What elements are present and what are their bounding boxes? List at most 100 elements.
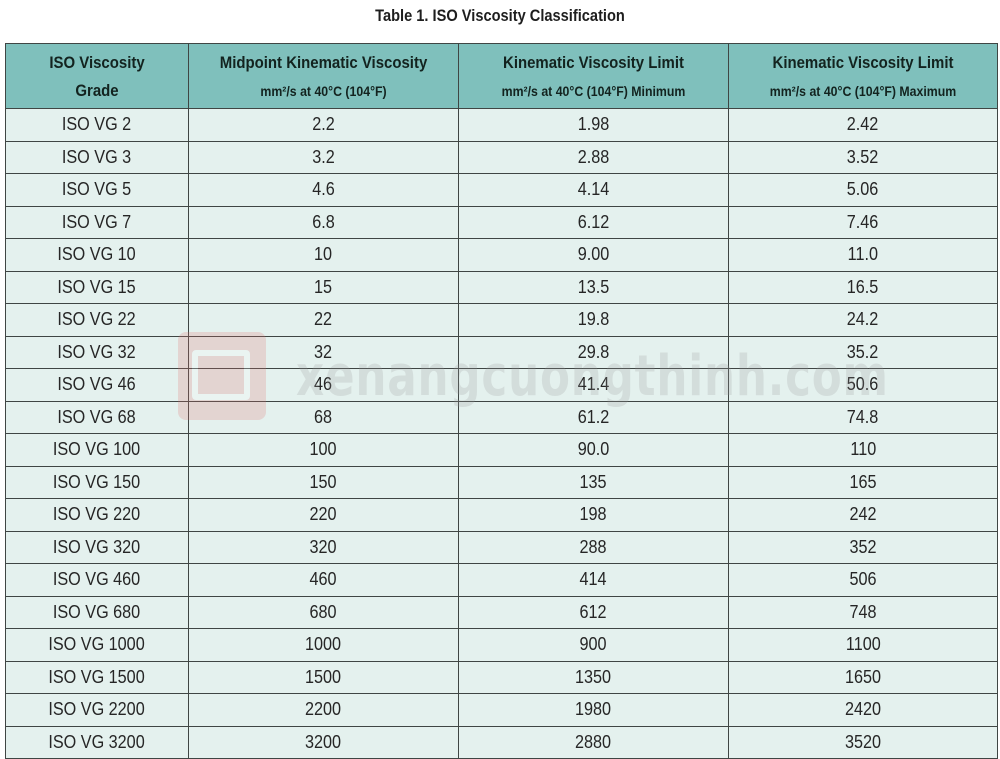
cell-minimum-text: 19.8 bbox=[577, 309, 610, 330]
header-minimum-line2: mm²/s at 40°C (104°F) Minimum bbox=[501, 83, 686, 99]
cell-grade-text: ISO VG 10 bbox=[57, 244, 137, 265]
cell-midpoint-text: 22 bbox=[314, 309, 333, 330]
table-row: ISO VG 32 32 29.8 35.2 bbox=[5, 335, 998, 369]
header-grade-line1: ISO Viscosity bbox=[49, 53, 145, 72]
cell-grade: ISO VG 68 bbox=[5, 400, 189, 434]
table-row: ISO VG 3200 3200 2880 3520 bbox=[5, 725, 998, 759]
cell-minimum: 2880 bbox=[458, 725, 729, 759]
cell-midpoint: 2200 bbox=[188, 693, 459, 727]
header-midpoint: Midpoint Kinematic Viscosity mm²/s at 40… bbox=[188, 43, 459, 109]
table-row: ISO VG 10 10 9.00 11.0 bbox=[5, 238, 998, 272]
cell-grade: ISO VG 100 bbox=[5, 433, 189, 467]
header-grade-line2: Grade bbox=[75, 81, 119, 100]
table-row: ISO VG 2 2.2 1.98 2.42 bbox=[5, 108, 998, 142]
cell-maximum-text: 3.52 bbox=[847, 146, 879, 167]
header-row: ISO Viscosity Grade Midpoint Kinematic V… bbox=[5, 43, 998, 109]
cell-minimum: 1980 bbox=[458, 693, 729, 727]
table-row: ISO VG 150 150 135 165 bbox=[5, 465, 998, 499]
cell-grade: ISO VG 2 bbox=[5, 108, 189, 142]
table-row: ISO VG 1000 1000 900 1100 bbox=[5, 628, 998, 662]
cell-grade: ISO VG 1000 bbox=[5, 628, 189, 662]
cell-midpoint: 68 bbox=[188, 400, 459, 434]
cell-grade-text: ISO VG 5 bbox=[62, 179, 132, 200]
cell-grade: ISO VG 2200 bbox=[5, 693, 189, 727]
cell-maximum: 242 bbox=[728, 498, 998, 532]
cell-minimum-text: 41.4 bbox=[577, 374, 610, 395]
header-grade: ISO Viscosity Grade bbox=[5, 43, 189, 109]
cell-minimum-text: 9.00 bbox=[577, 244, 610, 265]
cell-midpoint-text: 10 bbox=[314, 244, 333, 265]
cell-maximum: 7.46 bbox=[728, 205, 998, 239]
cell-grade-text: ISO VG 1500 bbox=[48, 666, 146, 687]
cell-maximum-text: 506 bbox=[849, 569, 877, 590]
cell-midpoint-text: 32 bbox=[314, 341, 333, 362]
cell-grade: ISO VG 3200 bbox=[5, 725, 189, 759]
header-maximum-line2: mm²/s at 40°C (104°F) Maximum bbox=[769, 83, 957, 99]
cell-maximum: 24.2 bbox=[728, 303, 998, 337]
cell-grade: ISO VG 680 bbox=[5, 595, 189, 629]
cell-grade-text: ISO VG 46 bbox=[57, 374, 137, 395]
cell-midpoint-text: 150 bbox=[309, 471, 338, 492]
table-row: ISO VG 46 46 41.4 50.6 bbox=[5, 368, 998, 402]
cell-midpoint: 6.8 bbox=[188, 205, 459, 239]
cell-midpoint-text: 3200 bbox=[305, 731, 342, 752]
cell-midpoint-text: 6.8 bbox=[312, 211, 335, 232]
cell-grade: ISO VG 5 bbox=[5, 173, 189, 207]
cell-midpoint: 3200 bbox=[188, 725, 459, 759]
cell-maximum: 2420 bbox=[728, 693, 998, 727]
table-row: ISO VG 320 320 288 352 bbox=[5, 530, 998, 564]
table-row: ISO VG 5 4.6 4.14 5.06 bbox=[5, 173, 998, 207]
cell-grade-text: ISO VG 7 bbox=[62, 211, 132, 232]
cell-grade-text: ISO VG 1000 bbox=[48, 634, 146, 655]
cell-minimum: 1350 bbox=[458, 660, 729, 694]
viscosity-table-container: ISO Viscosity Grade Midpoint Kinematic V… bbox=[5, 43, 998, 759]
cell-minimum: 9.00 bbox=[458, 238, 729, 272]
cell-midpoint: 680 bbox=[188, 595, 459, 629]
cell-maximum: 11.0 bbox=[728, 238, 998, 272]
cell-maximum-text: 1650 bbox=[844, 666, 882, 687]
cell-maximum: 1650 bbox=[728, 660, 998, 694]
cell-maximum-text: 7.46 bbox=[847, 211, 879, 232]
table-title: Table 1. ISO Viscosity Classification bbox=[375, 6, 625, 25]
cell-maximum-text: 1100 bbox=[845, 634, 881, 655]
cell-midpoint: 320 bbox=[188, 530, 459, 564]
cell-maximum-text: 11.0 bbox=[847, 244, 879, 265]
cell-maximum: 1100 bbox=[728, 628, 998, 662]
cell-minimum: 4.14 bbox=[458, 173, 729, 207]
cell-maximum: 2.42 bbox=[728, 108, 998, 142]
cell-minimum: 13.5 bbox=[458, 270, 729, 304]
cell-midpoint: 22 bbox=[188, 303, 459, 337]
cell-midpoint: 15 bbox=[188, 270, 459, 304]
cell-grade-text: ISO VG 100 bbox=[53, 439, 141, 460]
cell-minimum-text: 2880 bbox=[575, 731, 612, 752]
cell-grade-text: ISO VG 3 bbox=[62, 146, 132, 167]
cell-midpoint: 1500 bbox=[188, 660, 459, 694]
header-maximum-line1: Kinematic Viscosity Limit bbox=[772, 53, 954, 72]
cell-midpoint-text: 46 bbox=[314, 374, 333, 395]
cell-minimum-text: 90.0 bbox=[577, 439, 610, 460]
cell-maximum-text: 35.2 bbox=[847, 341, 879, 362]
table-header: ISO Viscosity Grade Midpoint Kinematic V… bbox=[5, 43, 998, 109]
cell-maximum: 50.6 bbox=[728, 368, 998, 402]
cell-minimum: 288 bbox=[458, 530, 729, 564]
cell-minimum: 19.8 bbox=[458, 303, 729, 337]
cell-maximum: 506 bbox=[728, 563, 998, 597]
cell-maximum-text: 352 bbox=[849, 536, 877, 557]
cell-maximum-text: 74.8 bbox=[847, 406, 879, 427]
cell-minimum-text: 29.8 bbox=[577, 341, 610, 362]
cell-minimum: 612 bbox=[458, 595, 729, 629]
cell-minimum: 135 bbox=[458, 465, 729, 499]
cell-grade: ISO VG 32 bbox=[5, 335, 189, 369]
table-row: ISO VG 460 460 414 506 bbox=[5, 563, 998, 597]
cell-minimum-text: 612 bbox=[579, 601, 608, 622]
header-midpoint-line1: Midpoint Kinematic Viscosity bbox=[219, 53, 428, 72]
cell-minimum-text: 61.2 bbox=[577, 406, 610, 427]
cell-minimum-text: 900 bbox=[579, 634, 608, 655]
cell-minimum: 900 bbox=[458, 628, 729, 662]
cell-grade: ISO VG 7 bbox=[5, 205, 189, 239]
table-row: ISO VG 7 6.8 6.12 7.46 bbox=[5, 205, 998, 239]
cell-maximum: 3520 bbox=[728, 725, 998, 759]
cell-midpoint: 460 bbox=[188, 563, 459, 597]
cell-grade-text: ISO VG 220 bbox=[53, 504, 141, 525]
cell-maximum: 110 bbox=[728, 433, 998, 467]
